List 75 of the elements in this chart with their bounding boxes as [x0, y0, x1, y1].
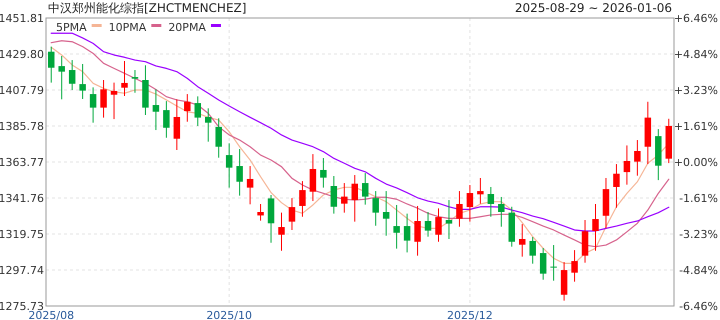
y2-tick-label: -4.84%: [679, 264, 718, 277]
candlestick: [163, 100, 170, 138]
candlestick: [184, 94, 191, 122]
candlestick: [488, 186, 494, 218]
legend-label: 10PMA: [108, 21, 147, 34]
y2-tick-label: +1.61%: [674, 120, 718, 134]
candlestick: [362, 172, 368, 206]
y2-tick-label: -1.61%: [679, 192, 718, 205]
y2-tick-label: +4.84%: [674, 48, 718, 62]
candlestick: [477, 177, 484, 204]
candlestick: [194, 96, 202, 126]
candlestick: [424, 212, 432, 238]
candlestick: [456, 190, 463, 228]
candlestick: [68, 60, 76, 90]
candlestick: [226, 142, 232, 188]
candlestick: [372, 190, 379, 226]
candlestick: [174, 98, 180, 151]
candlestick: [299, 180, 306, 218]
candlestick: [529, 236, 536, 264]
candlestick: [288, 198, 296, 230]
candlestick: [382, 190, 390, 236]
candlestick: [152, 88, 160, 131]
y-tick-label: 1451.81: [0, 12, 44, 25]
candlestick: [236, 148, 243, 196]
y-tick-label: 1385.78: [0, 120, 44, 133]
candlestick: [132, 70, 138, 94]
candlestick: [540, 247, 546, 280]
legend-label: 5PMA: [56, 21, 88, 34]
candlestick: [246, 166, 254, 205]
y-tick-label: 1341.76: [0, 192, 44, 205]
y2-tick-label: +6.46%: [674, 12, 718, 25]
candlestick: [278, 212, 285, 252]
candlestick: [634, 140, 641, 176]
candlestick: [310, 154, 316, 202]
candlestick: [79, 63, 86, 100]
candlestick: [257, 203, 264, 222]
candlestick: [58, 55, 65, 100]
y2-tick-label: +0.00%: [674, 156, 718, 169]
candlestick: [518, 224, 526, 258]
y-tick-label: 1319.75: [0, 228, 44, 241]
candlestick: [446, 200, 452, 240]
candlestick: [204, 108, 212, 142]
y-tick-label: 1407.79: [0, 84, 44, 97]
y2-tick-label: -6.46%: [679, 300, 718, 313]
x-tick-label: 2025/10: [206, 309, 252, 320]
candlestick: [90, 86, 96, 124]
candlestick: [435, 208, 442, 242]
candlestick: [330, 176, 338, 214]
candlestick: [571, 250, 578, 282]
candlestick: [414, 205, 421, 256]
chart-title: 中汉郑州能化综指[ZHCTMENCHEZ]: [48, 1, 246, 15]
y2-tick-label: +3.23%: [674, 84, 718, 97]
candlestick: [110, 82, 118, 120]
y2-tick-label: -3.23%: [679, 228, 718, 241]
candlestick: [550, 244, 557, 282]
x-tick-label: 2025/12: [447, 309, 493, 320]
legend-label: 20PMA: [168, 21, 206, 34]
candlestick: [320, 158, 327, 188]
candlestick: [624, 144, 630, 186]
y-tick-label: 1297.74: [0, 264, 44, 277]
y-tick-label: 1363.77: [0, 156, 44, 169]
x-tick-label: 2025/08: [28, 309, 74, 320]
y-tick-label: 1429.80: [0, 48, 44, 61]
candlestick: [341, 182, 348, 214]
candlestick: [100, 80, 107, 118]
candlestick: [613, 164, 620, 208]
candlestick: [592, 203, 599, 252]
candlestick: [393, 204, 400, 250]
candlestick: [498, 196, 505, 228]
candlestick: [404, 213, 410, 253]
chart-subtitle: 2025-08-29 ~ 2026-01-06: [514, 1, 672, 15]
candlestick: [48, 46, 54, 84]
candlestick: [352, 174, 358, 222]
candlestick: [215, 118, 222, 158]
candlestick: [466, 184, 474, 222]
